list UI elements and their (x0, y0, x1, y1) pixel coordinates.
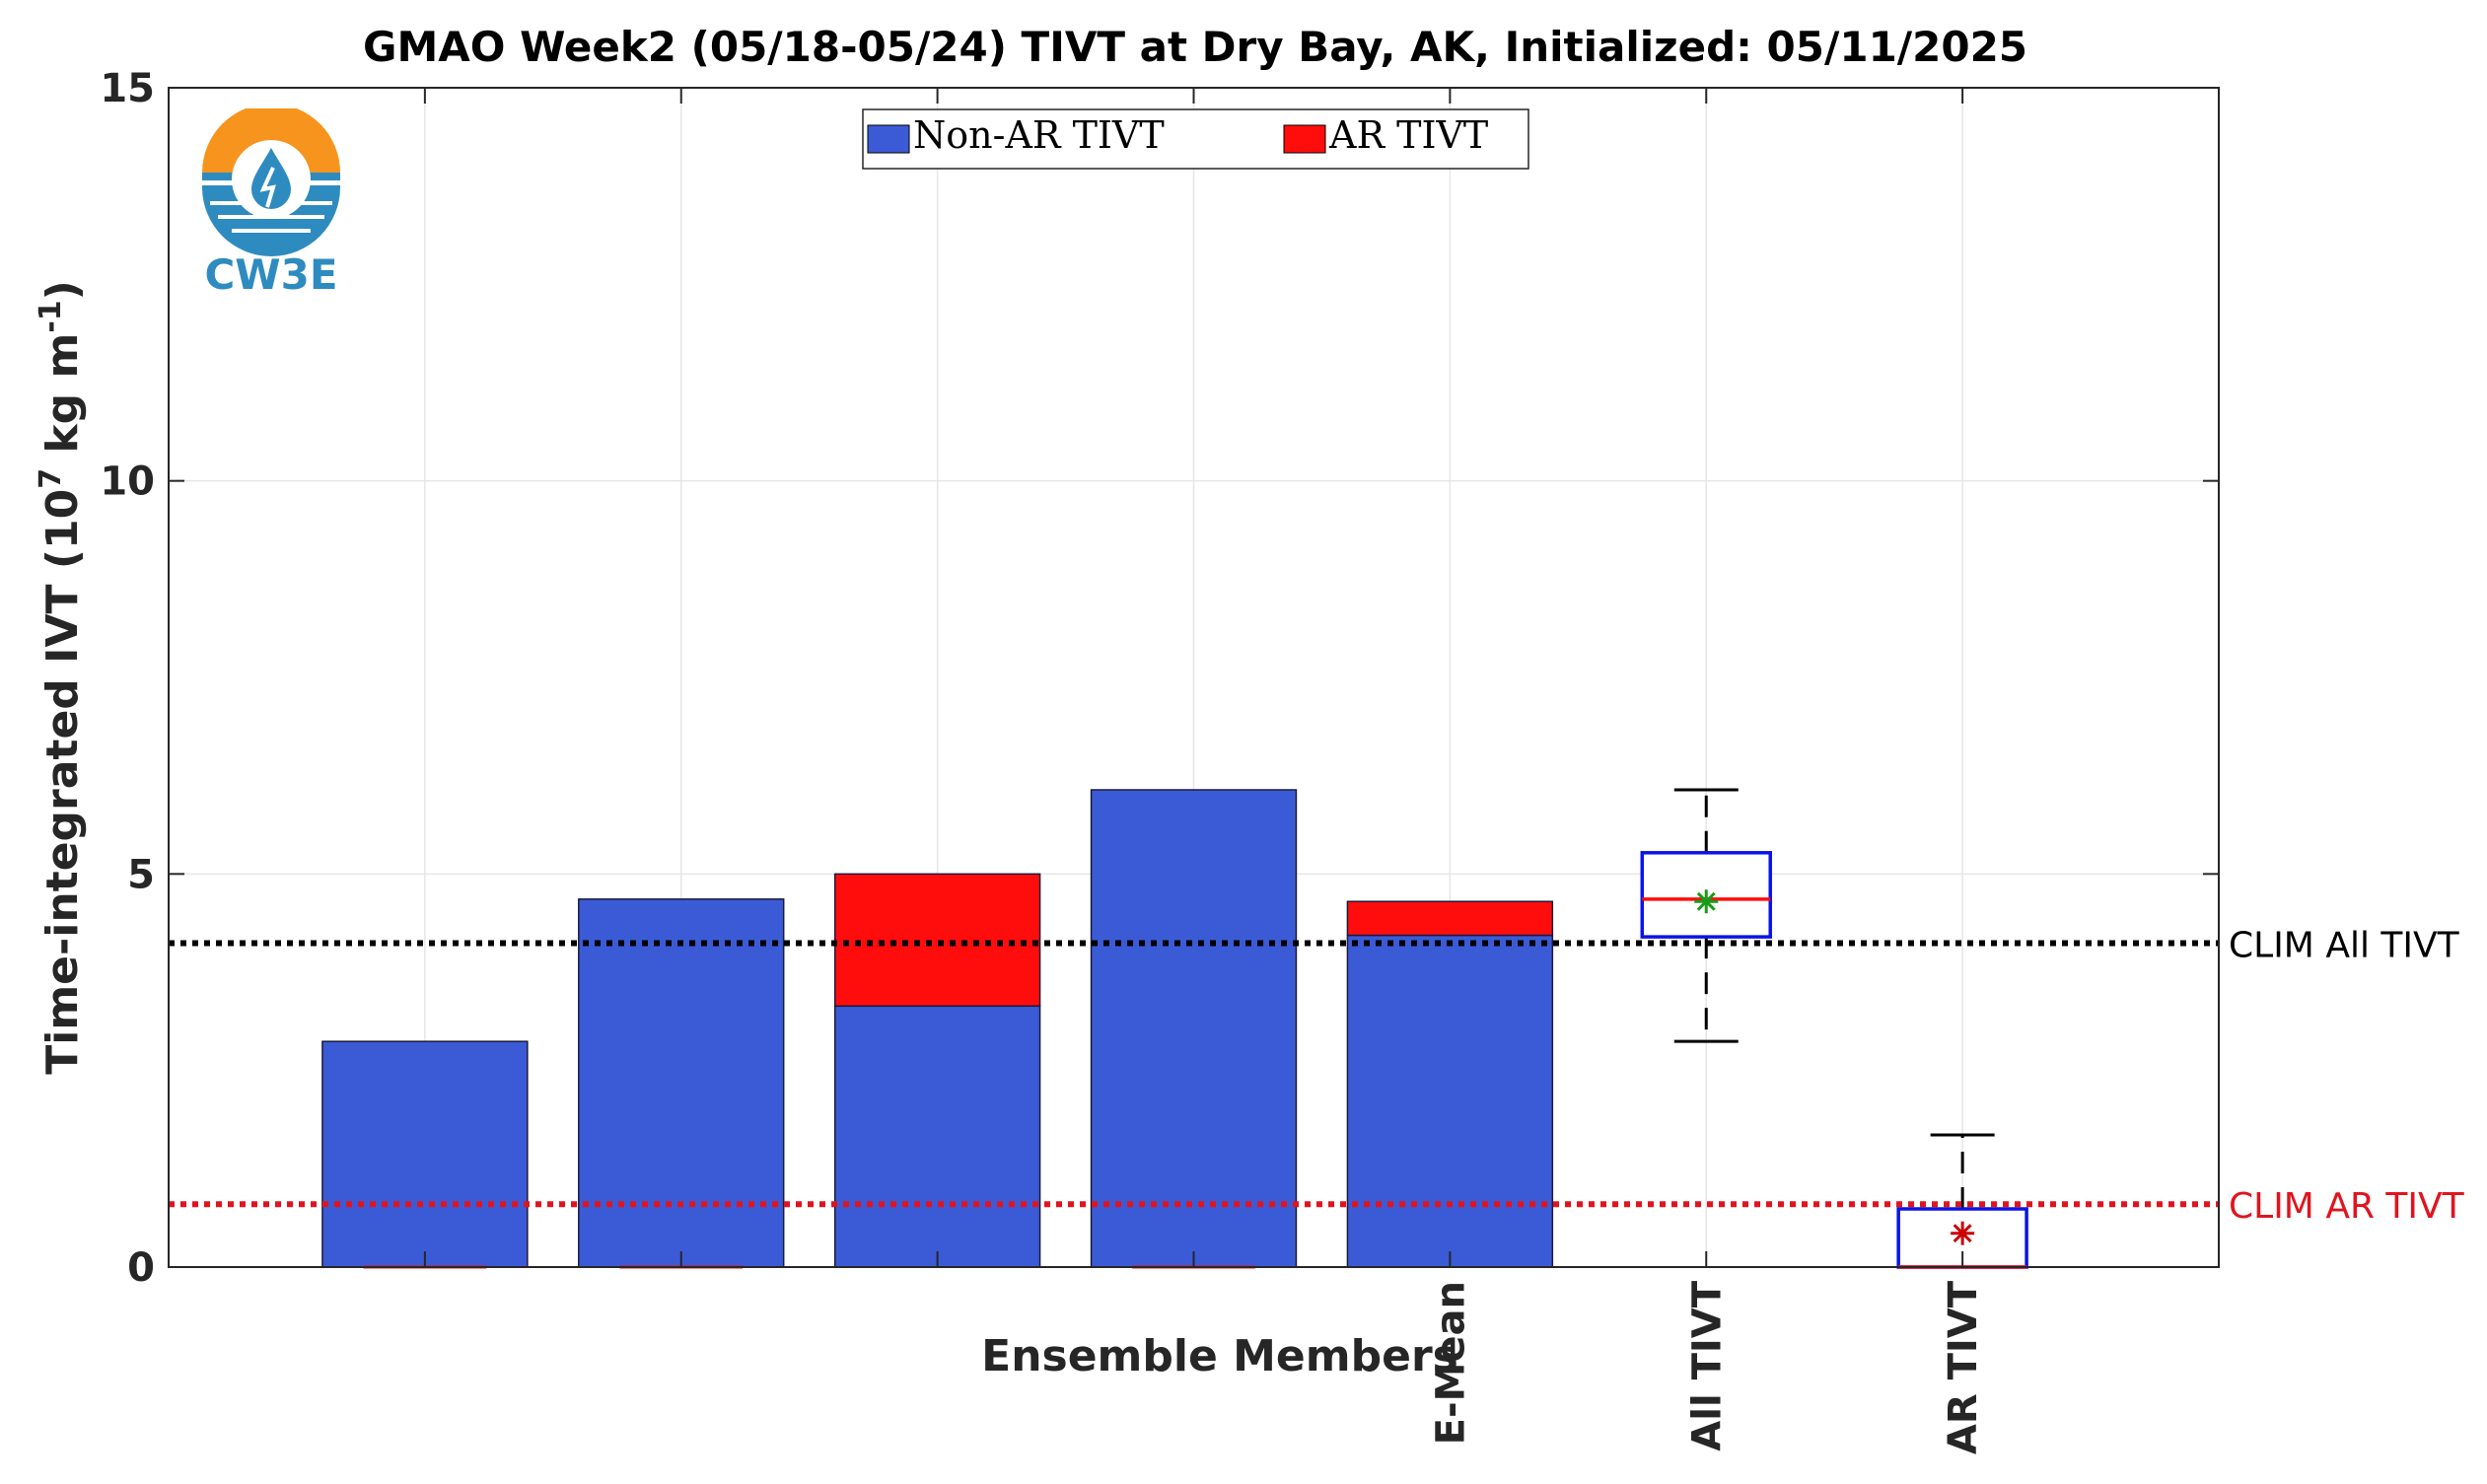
logo-drop-icon (251, 148, 291, 209)
reference-lines: CLIM All TIVT CLIM AR TIVT (169, 925, 2465, 1227)
legend-label-ar: AR TIVT (1328, 113, 1488, 157)
bar-ar-5 (1346, 900, 1554, 937)
bar-non-ar-3 (833, 1005, 1041, 1268)
legend-box (862, 108, 1529, 170)
y-axis-label: Time-integrated IVT (107 kg m-1) (34, 280, 89, 1075)
legend-swatch-non-ar (867, 124, 910, 154)
boxplots-group (1640, 788, 2028, 1269)
x-tick-label-4: E-Mean (1428, 1281, 1473, 1445)
clim-all-label: CLIM All TIVT (2229, 925, 2460, 965)
x-tick-labels: E-Mean All TIVT AR TIVT (1428, 1280, 1986, 1454)
x-tick-label-5: All TIVT (1684, 1280, 1730, 1450)
boxplot-all-mean-marker (1694, 889, 1719, 914)
legend-label-non-ar: Non-AR TIVT (913, 113, 1165, 157)
x-axis-label: Ensemble Members (981, 1331, 1458, 1381)
bar-ar-3 (833, 873, 1041, 1008)
y-tick-label-2: 10 (100, 459, 155, 505)
logo-text: CW3E (204, 250, 337, 296)
clim-ar-label: CLIM AR TIVT (2229, 1186, 2465, 1227)
bar-non-ar-1 (321, 1040, 529, 1268)
bar-non-ar-4 (1090, 789, 1298, 1268)
boxplot-ar-mean-marker (1951, 1221, 1975, 1245)
bar-non-ar-5 (1346, 934, 1554, 1268)
y-tick-label-1: 5 (127, 852, 155, 897)
y-tick-label-3: 15 (100, 66, 155, 111)
axes-ticks: 0 5 10 15 (100, 66, 2219, 1291)
bar-non-ar-2 (578, 898, 785, 1268)
x-tick-label-6: AR TIVT (1941, 1280, 1986, 1454)
bars-group (321, 789, 1554, 1269)
boxplot-ar-mean-stroke-3 (1953, 1224, 1972, 1243)
legend: Non-AR TIVT AR TIVT (862, 108, 1529, 170)
legend-swatch-ar (1283, 124, 1326, 154)
cw3e-logo: CW3E (202, 108, 340, 296)
y-tick-label-0: 0 (127, 1245, 155, 1291)
boxplot-all-mean-stroke-3 (1696, 891, 1716, 911)
chart-title: GMAO Week2 (05/18-05/24) TIVT at Dry Bay… (363, 23, 2027, 71)
